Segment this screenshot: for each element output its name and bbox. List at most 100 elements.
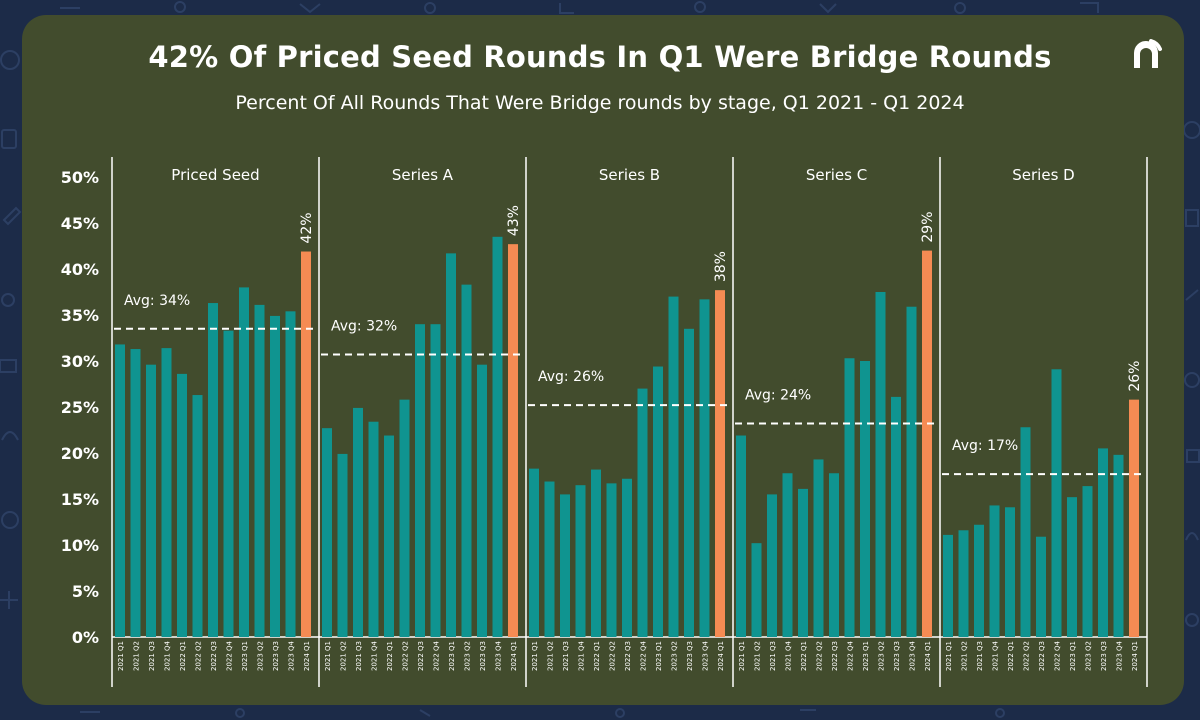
y-tick-label: 30%	[61, 352, 99, 371]
bar	[270, 315, 280, 637]
bar	[115, 344, 125, 637]
x-tick-label: 2021 Q2	[961, 641, 969, 671]
bar-highlight	[715, 290, 725, 637]
bar	[399, 399, 410, 637]
x-tick-label: 2023 Q1	[1069, 641, 1077, 671]
x-tick-label: 2024 Q1	[717, 641, 725, 671]
bar	[606, 483, 617, 637]
bar	[943, 534, 953, 637]
bar	[653, 366, 663, 637]
average-label: Avg: 32%	[331, 319, 397, 335]
x-tick-label: 2021 Q3	[976, 641, 984, 671]
bar	[1005, 507, 1015, 637]
x-tick-label: 2021 Q1	[738, 641, 746, 671]
x-tick-label: 2021 Q4	[578, 640, 586, 671]
x-tick-label: 2023 Q1	[862, 641, 870, 671]
bar	[430, 324, 441, 637]
bar	[208, 303, 218, 637]
chart-title: 42% Of Priced Seed Rounds In Q1 Were Bri…	[148, 40, 1052, 74]
x-tick-label: 2024 Q1	[1131, 641, 1139, 671]
x-tick-label: 2022 Q2	[195, 641, 203, 671]
x-tick-label: 2021 Q1	[324, 641, 332, 671]
x-tick-label: 2022 Q3	[624, 641, 632, 671]
panel-title: Series A	[392, 166, 454, 184]
bar	[1082, 486, 1093, 637]
bar	[782, 473, 793, 637]
bar	[223, 330, 234, 637]
bar-value-label: 42%	[299, 212, 315, 243]
x-tick-label: 2021 Q4	[164, 640, 172, 671]
x-tick-label: 2023 Q2	[1085, 641, 1093, 671]
bar	[146, 364, 156, 637]
bar	[736, 435, 746, 637]
bar	[560, 494, 570, 637]
bar	[1098, 448, 1108, 637]
x-tick-label: 2021 Q2	[133, 641, 141, 671]
bar-value-label: 26%	[1127, 361, 1143, 392]
x-tick-label: 2021 Q2	[547, 641, 555, 671]
bar	[622, 478, 632, 637]
x-tick-label: 2021 Q4	[371, 640, 379, 671]
x-tick-label: 2022 Q3	[831, 641, 839, 671]
bar	[415, 324, 425, 637]
bar	[974, 524, 984, 637]
x-tick-label: 2022 Q1	[179, 641, 187, 671]
bar	[322, 428, 332, 637]
x-tick-label: 2021 Q2	[754, 641, 762, 671]
bar	[461, 284, 472, 637]
bar	[477, 364, 487, 637]
y-tick-label: 15%	[61, 490, 99, 509]
bar-highlight	[301, 251, 311, 637]
x-tick-label: 2023 Q3	[1100, 641, 1108, 671]
x-tick-label: 2022 Q1	[386, 641, 394, 671]
bar	[829, 473, 839, 637]
average-label: Avg: 26%	[538, 369, 604, 385]
bar	[1036, 536, 1046, 637]
y-tick-label: 40%	[61, 260, 99, 279]
x-tick-label: 2021 Q1	[945, 641, 953, 671]
x-tick-label: 2021 Q4	[785, 640, 793, 671]
x-tick-label: 2022 Q2	[816, 641, 824, 671]
x-tick-label: 2021 Q1	[117, 641, 125, 671]
bar	[875, 292, 886, 637]
bar	[989, 505, 1000, 637]
x-tick-label: 2023 Q2	[878, 641, 886, 671]
y-tick-label: 5%	[72, 582, 99, 601]
bar	[767, 494, 777, 637]
x-tick-label: 2023 Q2	[257, 641, 265, 671]
bar	[192, 395, 203, 637]
x-tick-label: 2022 Q4	[433, 640, 441, 671]
bar	[1020, 427, 1031, 637]
bar	[637, 388, 648, 637]
x-tick-label: 2021 Q3	[355, 641, 363, 671]
x-tick-label: 2022 Q1	[1007, 641, 1015, 671]
x-tick-label: 2023 Q4	[909, 640, 917, 671]
bar	[254, 304, 265, 637]
x-tick-label: 2022 Q4	[226, 640, 234, 671]
panel-title: Series B	[599, 166, 660, 184]
x-tick-label: 2023 Q1	[448, 641, 456, 671]
bar	[891, 396, 901, 637]
bar-value-label: 43%	[506, 205, 522, 236]
bar	[384, 435, 394, 637]
average-label: Avg: 17%	[952, 438, 1018, 454]
arch-logo-icon	[1134, 39, 1162, 68]
x-tick-label: 2023 Q3	[893, 641, 901, 671]
x-tick-label: 2022 Q4	[640, 640, 648, 671]
bar-highlight	[922, 250, 932, 637]
bar	[751, 543, 762, 637]
x-tick-label: 2023 Q2	[671, 641, 679, 671]
x-tick-label: 2021 Q3	[562, 641, 570, 671]
bar	[353, 407, 363, 637]
x-tick-label: 2022 Q3	[417, 641, 425, 671]
bar	[492, 236, 503, 638]
bar	[844, 358, 855, 637]
bar	[161, 348, 172, 637]
bar	[446, 253, 456, 638]
y-tick-label: 50%	[61, 168, 99, 187]
bar	[285, 311, 296, 637]
x-tick-label: 2024 Q1	[510, 641, 518, 671]
bar	[1051, 369, 1062, 637]
x-tick-label: 2021 Q1	[531, 641, 539, 671]
